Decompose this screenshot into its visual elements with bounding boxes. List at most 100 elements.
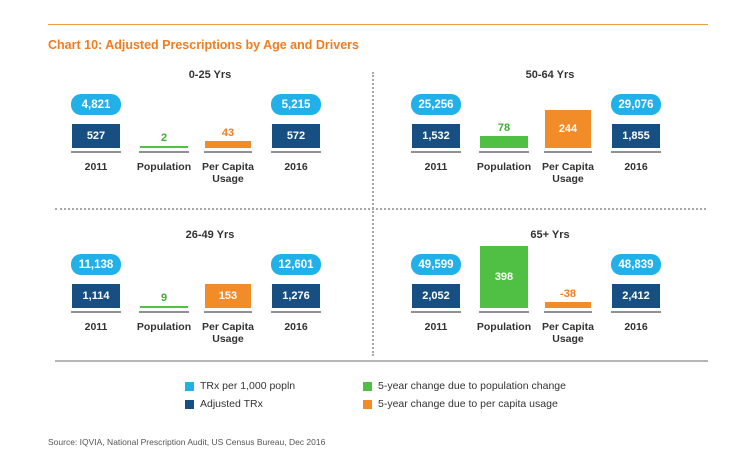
legend: TRx per 1,000 popln Adjusted TRx 5-year … [175, 376, 625, 416]
category-label-2011: 2011 [404, 321, 468, 333]
bar-adjusted-trx-2016: 1,855 [612, 124, 660, 148]
quadrant-0-25-yrs: 0-25 Yrs 527 4,821 2011 2 Population 43 Per Cap… [55, 69, 365, 199]
value-label-population-change: 2 [160, 132, 168, 144]
category-label-2011: 2011 [64, 321, 128, 333]
legend-item-adjusted-trx: Adjusted TRx [185, 398, 263, 410]
source-note: Source: IQVIA, National Prescription Aud… [48, 437, 326, 447]
category-label-line: Per Capita [542, 161, 594, 173]
baseline [411, 151, 461, 153]
legend-swatch-adjusted-trx [185, 399, 194, 409]
category-label-line: Per Capita [202, 161, 254, 173]
top-rule [48, 24, 708, 25]
quadrant-title: 65+ Yrs [530, 229, 570, 241]
pill-trx-per-1000-2011: 4,821 [71, 94, 121, 115]
category-label-line: Population [476, 161, 532, 173]
legend-item-population-change: 5-year change due to population change [363, 380, 566, 392]
category-label-line: Per Capita [202, 321, 254, 333]
baseline [71, 311, 121, 313]
category-label-per-capita-usage: Per Capita Usage [197, 161, 259, 185]
baseline [271, 151, 321, 153]
category-label-line: Usage [552, 333, 584, 345]
baseline [479, 311, 529, 313]
baseline [479, 151, 529, 153]
quadrant-50-64-yrs: 50-64 Yrs 1,532 25,256 2011 78 Population 244 P… [395, 69, 705, 199]
legend-label-adjusted-trx: Adjusted TRx [200, 398, 263, 410]
pill-trx-per-1000-2016: 12,601 [271, 254, 321, 275]
bar-population-change: 398 [480, 246, 528, 308]
pill-trx-per-1000-2016: 5,215 [271, 94, 321, 115]
category-label-population: Population [132, 161, 196, 173]
category-label-line: Usage [212, 173, 244, 185]
category-label-2016: 2016 [264, 321, 328, 333]
bar-adjusted-trx-2011: 527 [72, 124, 120, 148]
quadrant-title: 0-25 Yrs [188, 69, 232, 81]
category-label-line: 2011 [424, 161, 448, 173]
quadrant-title: 26-49 Yrs [185, 229, 235, 241]
quadrant-26-49-yrs: 26-49 Yrs 1,114 11,138 2011 9 Population 153 Pe… [55, 229, 365, 359]
legend-swatch-per-capita-change [363, 399, 372, 409]
bar-adjusted-trx-2011: 1,532 [412, 124, 460, 148]
value-label-per-capita-change: -38 [560, 288, 576, 301]
category-label-line: 2016 [624, 161, 648, 173]
category-label-line: 2011 [84, 321, 108, 333]
legend-item-per-capita-change: 5-year change due to per capita usage [363, 398, 558, 410]
category-label-line: 2011 [424, 321, 448, 333]
chart-title: Chart 10: Adjusted Prescriptions by Age … [48, 38, 359, 52]
category-label-per-capita-usage: Per Capita Usage [197, 321, 259, 345]
baseline [139, 311, 189, 313]
category-label-per-capita-usage: Per Capita Usage [537, 321, 599, 345]
quadrant-title: 50-64 Yrs [525, 69, 575, 81]
horizontal-divider [55, 208, 706, 210]
category-label-population: Population [472, 161, 536, 173]
baseline [611, 151, 661, 153]
category-label-per-capita-usage: Per Capita Usage [537, 161, 599, 185]
value-label-per-capita-change: 43 [221, 127, 235, 140]
category-label-line: Population [136, 321, 192, 333]
category-label-line: 2011 [84, 161, 108, 173]
bar-per-capita-change: 244 [545, 110, 591, 148]
bar-adjusted-trx-2016: 1,276 [272, 284, 320, 308]
value-label-population-change: 78 [497, 121, 511, 134]
category-label-population: Population [132, 321, 196, 333]
category-label-line: Per Capita [542, 321, 594, 333]
category-label-2016: 2016 [264, 161, 328, 173]
category-label-line: Usage [552, 173, 584, 185]
quadrant-65-yrs: 65+ Yrs 2,052 49,599 2011 398 Population -38 Pe… [395, 229, 705, 359]
baseline [204, 151, 252, 153]
baseline [71, 151, 121, 153]
value-label-population-change: 9 [160, 292, 168, 304]
legend-swatch-trx-per-1000 [185, 381, 194, 391]
bar-population-change [140, 146, 188, 148]
category-label-2016: 2016 [604, 321, 668, 333]
baseline [139, 151, 189, 153]
baseline [204, 311, 252, 313]
bar-population-change [140, 306, 188, 308]
pill-trx-per-1000-2016: 48,839 [611, 254, 661, 275]
baseline [411, 311, 461, 313]
baseline [611, 311, 661, 313]
pill-trx-per-1000-2011: 25,256 [411, 94, 461, 115]
vertical-divider [372, 72, 374, 356]
baseline [271, 311, 321, 313]
bar-per-capita-change: 153 [205, 284, 251, 308]
bar-adjusted-trx-2016: 2,412 [612, 284, 660, 308]
category-label-line: 2016 [284, 161, 308, 173]
bottom-rule [55, 360, 708, 362]
baseline [544, 151, 592, 153]
category-label-2016: 2016 [604, 161, 668, 173]
pill-trx-per-1000-2011: 11,138 [71, 254, 121, 275]
legend-label-trx-per-1000: TRx per 1,000 popln [200, 380, 296, 392]
bar-adjusted-trx-2011: 2,052 [412, 284, 460, 308]
category-label-line: Population [476, 321, 532, 333]
category-label-line: Population [136, 161, 192, 173]
legend-label-population-change: 5-year change due to population change [378, 380, 566, 392]
pill-trx-per-1000-2016: 29,076 [611, 94, 661, 115]
baseline [544, 311, 592, 313]
legend-swatch-population-change [363, 381, 372, 391]
bar-population-change [480, 135, 528, 148]
category-label-2011: 2011 [404, 161, 468, 173]
legend-label-per-capita-change: 5-year change due to per capita usage [378, 398, 558, 410]
category-label-line: Usage [212, 333, 244, 345]
category-label-line: 2016 [624, 321, 648, 333]
bar-per-capita-change [545, 302, 591, 308]
